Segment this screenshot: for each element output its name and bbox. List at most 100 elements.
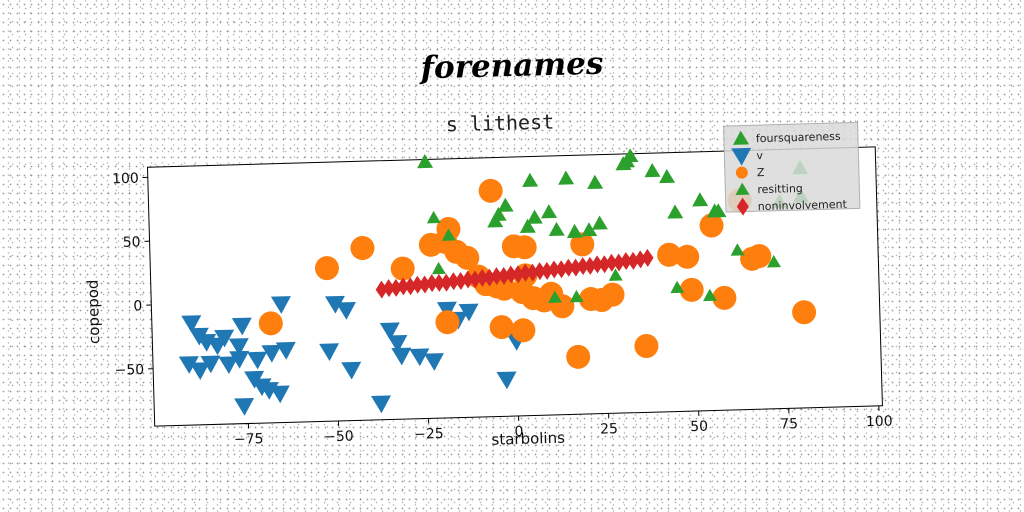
- point-noninvolvement-14: [476, 268, 489, 287]
- point-Z-33: [679, 277, 704, 302]
- point-foursquareness-23: [566, 223, 583, 239]
- point-noninvolvement-9: [440, 273, 453, 292]
- point-v-10: [218, 356, 239, 375]
- point-v-14: [275, 341, 296, 360]
- x-tick-label-5: 50: [690, 419, 708, 435]
- point-noninvolvement-0: [375, 280, 388, 299]
- point-v-9: [200, 355, 221, 374]
- y-tick-label-3: 100: [112, 171, 139, 188]
- point-v-5: [228, 338, 249, 356]
- point-noninvolvement-26: [562, 258, 575, 277]
- x-tick-label-6: 75: [780, 416, 798, 432]
- point-noninvolvement-25: [555, 260, 568, 279]
- point-Z-4: [314, 256, 339, 281]
- legend-icon-foursquareness: [733, 130, 750, 145]
- point-v-6: [231, 317, 252, 336]
- point-resitting-4: [569, 289, 584, 303]
- point-noninvolvement-28: [576, 257, 589, 276]
- legend-box: [723, 121, 861, 213]
- point-resitting-8: [730, 243, 745, 256]
- x-tick-label-3: 0: [514, 424, 523, 440]
- point-resitting-0: [426, 210, 441, 224]
- legend-label-v: v: [756, 149, 763, 162]
- point-foursquareness-2: [558, 170, 575, 185]
- point-noninvolvement-27: [569, 258, 582, 277]
- point-v-27: [387, 334, 408, 353]
- point-Z-16: [512, 235, 537, 260]
- point-resitting-5: [608, 268, 623, 281]
- point-resitting-2: [431, 261, 446, 275]
- x-tick-label-2: −25: [414, 426, 444, 443]
- point-Z-34: [699, 213, 724, 238]
- point-noninvolvement-23: [540, 261, 553, 280]
- point-v-12: [247, 351, 268, 370]
- chart-subtitle: s lithest: [445, 110, 554, 137]
- point-noninvolvement-6: [418, 275, 431, 294]
- point-v-18: [269, 385, 290, 404]
- series-resitting: [426, 210, 782, 303]
- point-noninvolvement-18: [505, 265, 518, 284]
- point-noninvolvement-34: [620, 252, 633, 271]
- point-noninvolvement-16: [490, 267, 503, 286]
- point-foursquareness-12: [710, 203, 727, 218]
- point-v-29: [409, 348, 430, 367]
- point-foursquareness-0: [417, 154, 434, 169]
- point-Z-37: [747, 244, 772, 269]
- point-noninvolvement-21: [526, 263, 539, 282]
- point-v-22: [341, 361, 362, 380]
- point-noninvolvement-2: [390, 278, 403, 297]
- legend-icon-v: [731, 147, 752, 166]
- point-Z-8: [418, 232, 443, 257]
- point-Z-19: [511, 318, 536, 343]
- point-noninvolvement-10: [447, 272, 460, 291]
- point-foursquareness-7: [644, 162, 661, 178]
- point-v-28: [391, 347, 412, 366]
- point-noninvolvement-35: [627, 251, 640, 270]
- point-Z-18: [489, 315, 514, 340]
- point-foursquareness-1: [522, 172, 539, 188]
- point-v-24: [335, 301, 356, 320]
- point-v-13: [261, 344, 282, 363]
- point-v-26: [379, 322, 400, 341]
- point-foursquareness-25: [591, 215, 608, 230]
- point-noninvolvement-15: [483, 268, 496, 287]
- point-Z-29: [589, 288, 614, 313]
- point-noninvolvement-29: [584, 256, 597, 275]
- point-noninvolvement-3: [397, 277, 410, 296]
- point-noninvolvement-33: [612, 253, 625, 272]
- point-resitting-6: [670, 280, 685, 294]
- point-noninvolvement-36: [634, 250, 647, 269]
- x-axis: −75 −50 −25 0 25 50 75 100: [234, 405, 893, 448]
- series-noninvolvement: [375, 248, 654, 299]
- point-noninvolvement-8: [433, 273, 446, 292]
- point-foursquareness-20: [541, 204, 558, 219]
- y-tick-label-0: −50: [114, 362, 144, 379]
- point-Z-32: [675, 244, 700, 269]
- point-noninvolvement-32: [605, 253, 618, 272]
- legend-icon-resitting: [735, 182, 750, 196]
- point-v-0: [181, 315, 202, 333]
- legend-icon-Z: [735, 166, 748, 179]
- x-axis-label: starbolins: [491, 429, 565, 449]
- point-v-8: [189, 362, 210, 380]
- point-noninvolvement-7: [425, 274, 438, 293]
- point-foursquareness-24: [581, 222, 598, 237]
- y-tick-label-1: 0: [133, 298, 142, 314]
- point-noninvolvement-17: [497, 266, 510, 285]
- point-Z-3: [350, 236, 375, 261]
- point-noninvolvement-4: [404, 277, 417, 296]
- point-noninvolvement-30: [591, 255, 604, 274]
- point-v-21: [319, 343, 340, 362]
- point-foursquareness-10: [692, 192, 709, 207]
- point-Z-10: [455, 245, 480, 270]
- legend-icon-noninvolvement: [736, 197, 749, 216]
- point-Z-7: [435, 310, 460, 335]
- point-noninvolvement-12: [461, 270, 474, 289]
- x-tick-label-4: 25: [600, 421, 618, 437]
- point-v-31: [458, 303, 479, 322]
- y-tick-label-2: 50: [123, 234, 141, 250]
- point-noninvolvement-13: [469, 270, 482, 289]
- point-Z-6: [258, 311, 283, 336]
- point-noninvolvement-11: [454, 271, 467, 290]
